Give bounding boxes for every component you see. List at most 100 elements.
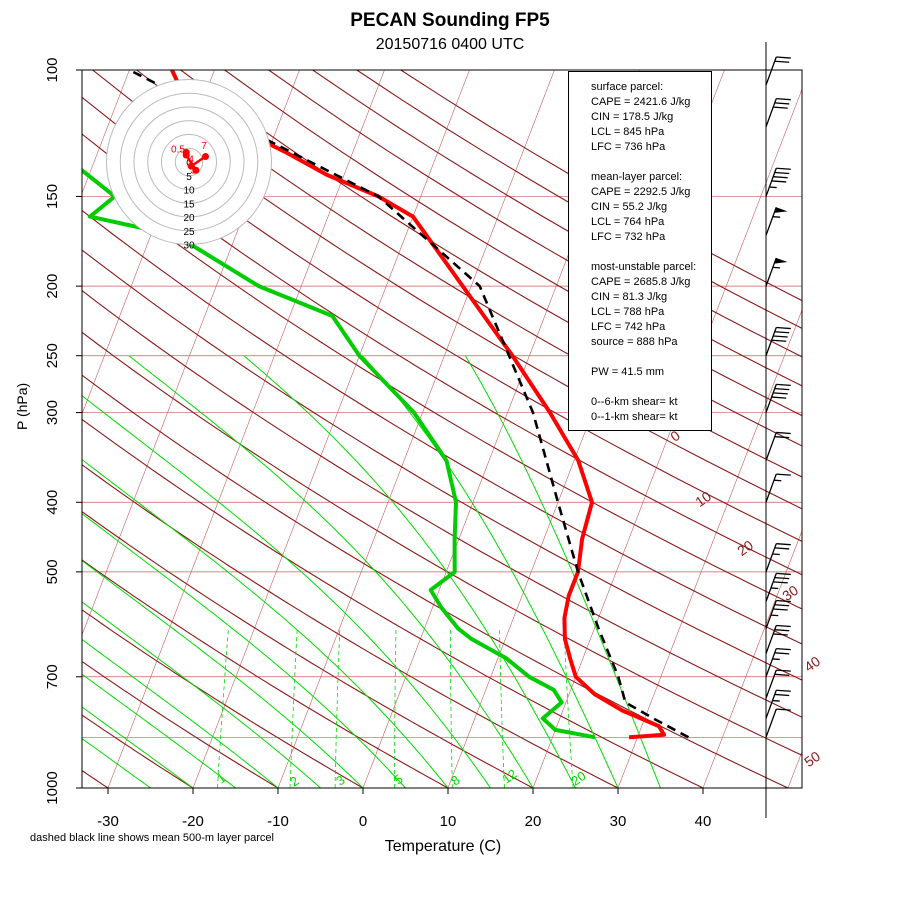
dry-adiabat-line [82, 289, 802, 718]
wind-barb-flag [773, 176, 788, 179]
hodograph-ring [161, 134, 217, 190]
wind-barb-half-flag [772, 216, 781, 218]
wind-barb-flag [773, 106, 788, 109]
wind-barb-flag [774, 547, 790, 550]
y-tick-label: 700 [44, 664, 61, 689]
y-tick-label: 250 [44, 343, 61, 368]
hodograph-ring [119, 92, 259, 232]
wind-barb-flag [774, 387, 790, 391]
hodograph-ring-label: 10 [183, 186, 195, 197]
info-line: LFC = 742 hPa [591, 321, 666, 333]
wind-barb-flag [776, 647, 791, 651]
wind-barbs [765, 56, 791, 738]
y-tick-label: 200 [44, 274, 61, 299]
chart-subtitle: 20150716 0400 UTC [375, 36, 525, 53]
shear-01-line: 0--1-km shear= kt [591, 411, 678, 423]
dry-adiabat-line [82, 510, 534, 788]
info-line: CAPE = 2685.8 J/kg [591, 276, 691, 288]
moist-adiabat-line [464, 355, 661, 788]
wind-barb-flag [776, 56, 791, 59]
wind-barb-half-flag [769, 186, 777, 189]
x-tick-label: 0 [359, 813, 367, 830]
wind-barb-flag [776, 572, 791, 576]
pw-block: PW = 41.5 mm [591, 365, 707, 380]
dry-adiabat-label: 20 [734, 537, 756, 559]
hodograph-ring [147, 120, 231, 204]
dry-adiabat-line [180, 70, 802, 447]
plot-border [81, 69, 803, 789]
x-tick-label: 10 [440, 813, 457, 830]
moist-adiabat-line [362, 355, 619, 788]
moist-adiabat-line [128, 355, 534, 788]
moist-adiabat-line [243, 355, 576, 788]
info-line: CIN = 81.3 J/kg [591, 291, 668, 303]
wind-barb [765, 648, 777, 678]
hodograph-point [192, 166, 200, 174]
isotherm-line [192, 70, 470, 788]
y-tick-label: 500 [44, 559, 61, 584]
wind-barb-flag [771, 180, 787, 183]
wind-barb [765, 327, 777, 356]
wind-barb-flag [771, 339, 787, 342]
y-tick-label: 150 [44, 184, 61, 209]
wind-barb-flag [773, 608, 788, 611]
info-line: surface parcel: [591, 81, 664, 93]
wind-barb-flag [774, 673, 790, 677]
hodograph-bg [106, 79, 272, 245]
moist-adiabat-line [82, 638, 279, 788]
moist-adiabat-line [82, 395, 491, 788]
mixing-ratio-line [334, 628, 341, 788]
info-line: source = 888 hPa [591, 336, 678, 348]
most-unstable-parcel-block: most-unstable parcel: CAPE = 2685.8 J/kg… [591, 260, 707, 350]
info-line: CAPE = 2292.5 J/kg [591, 186, 691, 198]
wind-barb-flag [776, 624, 791, 628]
dry-adiabat-line [82, 331, 802, 756]
hodograph-ring-label: 5 [186, 172, 192, 183]
wind-barb-flag [776, 599, 791, 603]
dry-adiabat-line [268, 70, 802, 387]
moist-adiabat-line [82, 601, 321, 788]
wind-barb-flag [776, 543, 791, 546]
dry-adiabat-line [82, 609, 364, 788]
hodograph-ring [106, 79, 272, 245]
isotherm-line [617, 309, 802, 788]
wind-barb-flag [774, 60, 790, 63]
info-line: most-unstable parcel: [591, 261, 697, 273]
wind-barb-flag [773, 392, 788, 395]
x-tick-label: 30 [610, 813, 627, 830]
hodograph-point [202, 153, 209, 160]
wind-barb-flag [774, 652, 790, 655]
moist-adiabat-line [82, 560, 364, 788]
dry-adiabat-line [82, 714, 194, 788]
x-tick-label: -20 [182, 813, 204, 830]
wind-barb-half-flag [772, 699, 780, 702]
dry-adiabat-line [82, 418, 704, 788]
y-tick-label: 400 [44, 490, 61, 515]
info-line: CAPE = 2421.6 J/kg [591, 96, 691, 108]
parcel-curve [128, 70, 690, 739]
hodograph-ring-label: 20 [183, 213, 195, 224]
wind-barb-flag [776, 98, 791, 101]
mixing-ratio-label: 2 [287, 773, 302, 789]
pw-line: PW = 41.5 mm [591, 366, 665, 378]
x-tick-label: 40 [695, 813, 712, 830]
wind-barb [765, 168, 777, 197]
y-tick-label: 100 [44, 57, 61, 82]
wind-barb-pennant [774, 257, 788, 264]
wind-barb-flag [776, 326, 791, 330]
wind-barb [765, 98, 777, 128]
wind-barb-pennant [774, 207, 788, 213]
hodograph-ring [133, 106, 245, 218]
dry-adiabat-line [82, 464, 619, 788]
x-tick-label: -30 [97, 813, 119, 830]
wind-barb [765, 543, 777, 573]
hodograph-point-label: 0.5 [171, 144, 185, 155]
y-axis-label: P (hPa) [14, 382, 30, 430]
dry-adiabat-label: 10 [692, 488, 714, 510]
hodograph-ring-label: 15 [183, 199, 195, 210]
y-tick-label: 1000 [44, 771, 61, 804]
mixing-ratio-line [394, 628, 397, 788]
wind-barb [765, 56, 777, 86]
wind-barb-half-flag [770, 587, 779, 590]
